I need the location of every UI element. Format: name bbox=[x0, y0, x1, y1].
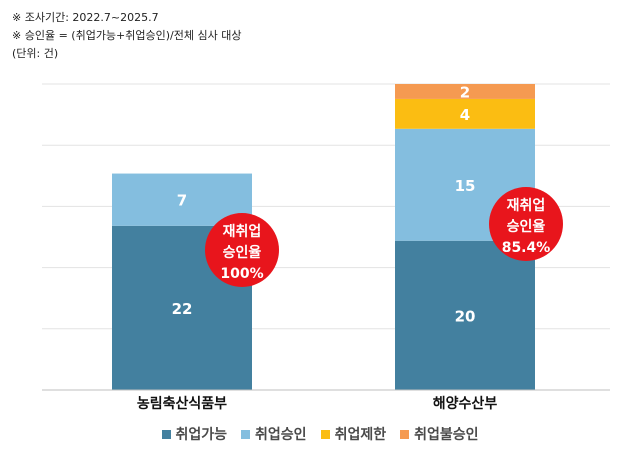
legend-swatch bbox=[320, 429, 330, 439]
legend-item-취업제한: 취업제한 bbox=[320, 424, 387, 444]
x-tick-label: 농림축산식품부 bbox=[137, 395, 227, 412]
approval-rate-label: 재취업 bbox=[223, 224, 262, 240]
legend-item-취업가능: 취업가능 bbox=[161, 424, 228, 444]
approval-rate-label: 재취업 bbox=[507, 198, 546, 214]
note-survey-period: ※ 조사기간: 2022.7~2025.7 bbox=[12, 11, 159, 24]
legend-swatch bbox=[241, 429, 251, 439]
bar-segment bbox=[395, 240, 535, 390]
data-label: 4 bbox=[460, 106, 470, 124]
legend-item-취업승인: 취업승인 bbox=[241, 424, 307, 444]
approval-rate-label: 100% bbox=[220, 266, 263, 282]
approval-rate-badge bbox=[205, 213, 279, 287]
legend-label: 취업제한 bbox=[334, 427, 387, 443]
bar-segment bbox=[395, 84, 535, 99]
approval-rate-label: 승인율 bbox=[507, 218, 546, 235]
data-label: 7 bbox=[177, 192, 187, 210]
note-approval-rate-definition: ※ 승인율 = (취업가능+취업승인)/전체 심사 대상 bbox=[12, 29, 242, 42]
approval-rate-label: 85.4% bbox=[502, 240, 551, 256]
chart-legend: 취업가능 취업승인 취업제한 취업불승인 bbox=[0, 424, 640, 444]
data-label: 20 bbox=[455, 307, 476, 325]
legend-label: 취업불승인 bbox=[414, 427, 479, 443]
legend-label: 취업승인 bbox=[255, 427, 307, 443]
chart-notes: ※ 조사기간: 2022.7~2025.7 ※ 승인율 = (취업가능+취업승인… bbox=[12, 9, 241, 63]
data-label: 2 bbox=[460, 83, 470, 101]
legend-item-취업불승인: 취업불승인 bbox=[400, 424, 479, 444]
bar-segment bbox=[395, 98, 535, 129]
approval-rate-badge bbox=[489, 187, 563, 261]
legend-label: 취업가능 bbox=[175, 427, 228, 443]
legend-swatch bbox=[161, 429, 171, 439]
data-label: 15 bbox=[455, 177, 476, 195]
note-unit: (단위: 건) bbox=[12, 47, 59, 60]
approval-rate-label: 승인율 bbox=[223, 244, 262, 261]
data-label: 22 bbox=[172, 300, 193, 318]
x-tick-label: 해양수산부 bbox=[433, 395, 498, 412]
legend-swatch bbox=[400, 429, 410, 439]
